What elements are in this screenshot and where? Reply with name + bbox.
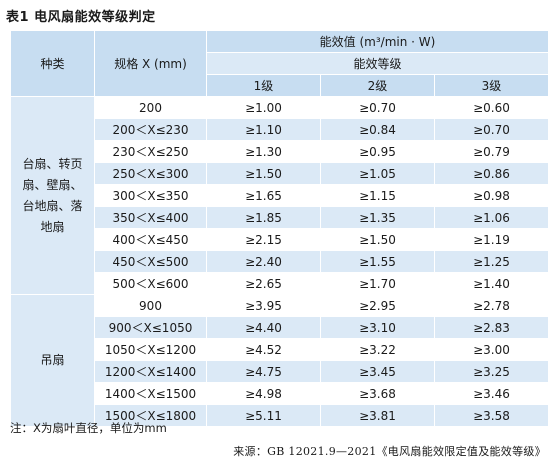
table-row: 1200＜X≤1400 ≥4.75 ≥3.45 ≥3.25: [11, 360, 549, 383]
grade-cell-1: ≥1.10: [206, 118, 321, 141]
table-row: 1500＜X≤1800 ≥5.11 ≥3.81 ≥3.58: [11, 404, 549, 427]
spec-cell: 1500＜X≤1800: [94, 404, 207, 427]
grade-cell-2: ≥1.70: [320, 272, 435, 295]
grade-cell-3: ≥1.19: [434, 228, 549, 251]
table-title: 表1 电风扇能效等级判定: [6, 10, 156, 25]
table-row: 200＜X≤230 ≥1.10 ≥0.84 ≥0.70: [11, 118, 549, 141]
table-note: 注：X为扇叶直径，单位为mm: [10, 421, 167, 435]
grade-cell-2: ≥3.10: [320, 316, 435, 339]
grade-cell-2: ≥0.95: [320, 140, 435, 163]
grade-cell-1: ≥4.52: [206, 338, 321, 361]
grade-cell-1: ≥1.85: [206, 206, 321, 229]
grade-cell-1: ≥1.30: [206, 140, 321, 163]
header-grade-1: 1级: [206, 74, 321, 97]
spec-cell: 350＜X≤400: [94, 206, 207, 229]
category-cell: 吊扇: [10, 294, 95, 427]
header-grade-group: 能效等级: [206, 52, 549, 75]
grade-cell-1: ≥4.40: [206, 316, 321, 339]
grade-cell-2: ≥3.68: [320, 382, 435, 405]
spec-cell: 1400＜X≤1500: [94, 382, 207, 405]
table-row: 250＜X≤300 ≥1.50 ≥1.05 ≥0.86: [11, 162, 549, 185]
grade-cell-3: ≥0.70: [434, 118, 549, 141]
grade-cell-2: ≥3.81: [320, 404, 435, 427]
grade-cell-2: ≥1.15: [320, 184, 435, 207]
spec-cell: 200＜X≤230: [94, 118, 207, 141]
spec-cell: 300＜X≤350: [94, 184, 207, 207]
header-grade-2: 2级: [320, 74, 435, 97]
spec-cell: 250＜X≤300: [94, 162, 207, 185]
header-efficiency: 能效值 (m³/min · W): [206, 30, 549, 53]
grade-cell-1: ≥5.11: [206, 404, 321, 427]
spec-cell: 900: [94, 294, 207, 317]
spec-cell: 450＜X≤500: [94, 250, 207, 273]
grade-cell-2: ≥1.50: [320, 228, 435, 251]
category-label: 台扇、转页扇、壁扇、台地扇、落地扇: [22, 156, 83, 234]
category-label: 吊扇: [40, 353, 65, 367]
grade-cell-1: ≥3.95: [206, 294, 321, 317]
grade-cell-3: ≥1.40: [434, 272, 549, 295]
grade-cell-2: ≥1.05: [320, 162, 435, 185]
grade-cell-1: ≥1.00: [206, 96, 321, 119]
grade-cell-1: ≥4.98: [206, 382, 321, 405]
efficiency-table: 种类 规格 X (mm) 能效值 (m³/min · W) 能效等级 1级 2级…: [10, 30, 549, 427]
spec-cell: 200: [94, 96, 207, 119]
table-row: 350＜X≤400 ≥1.85 ≥1.35 ≥1.06: [11, 206, 549, 229]
grade-cell-2: ≥3.45: [320, 360, 435, 383]
grade-cell-3: ≥0.79: [434, 140, 549, 163]
grade-cell-3: ≥3.46: [434, 382, 549, 405]
table-row: 1050＜X≤1200 ≥4.52 ≥3.22 ≥3.00: [11, 338, 549, 361]
grade-cell-1: ≥1.50: [206, 162, 321, 185]
spec-cell: 400＜X≤450: [94, 228, 207, 251]
grade-cell-1: ≥2.40: [206, 250, 321, 273]
header-spec: 规格 X (mm): [94, 30, 207, 97]
grade-cell-3: ≥3.25: [434, 360, 549, 383]
grade-cell-2: ≥3.22: [320, 338, 435, 361]
spec-cell: 1050＜X≤1200: [94, 338, 207, 361]
grade-cell-3: ≥0.60: [434, 96, 549, 119]
table-row: 300＜X≤350 ≥1.65 ≥1.15 ≥0.98: [11, 184, 549, 207]
table-row: 400＜X≤450 ≥2.15 ≥1.50 ≥1.19: [11, 228, 549, 251]
grade-cell-2: ≥2.95: [320, 294, 435, 317]
table-source: 来源：GB 12021.9—2021《电风扇能效限定值及能效等级》: [233, 445, 546, 458]
grade-cell-3: ≥1.25: [434, 250, 549, 273]
grade-cell-2: ≥0.84: [320, 118, 435, 141]
grade-cell-3: ≥2.83: [434, 316, 549, 339]
table-row: 450＜X≤500 ≥2.40 ≥1.55 ≥1.25: [11, 250, 549, 273]
grade-cell-1: ≥2.15: [206, 228, 321, 251]
grade-cell-3: ≥3.58: [434, 404, 549, 427]
grade-cell-3: ≥3.00: [434, 338, 549, 361]
spec-cell: 500＜X≤600: [94, 272, 207, 295]
grade-cell-3: ≥0.98: [434, 184, 549, 207]
spec-cell: 1200＜X≤1400: [94, 360, 207, 383]
header-kind: 种类: [10, 30, 95, 97]
table-row: 吊扇 900 ≥3.95 ≥2.95 ≥2.78: [10, 294, 549, 427]
table-row: 500＜X≤600 ≥2.65 ≥1.70 ≥1.40: [11, 272, 549, 295]
grade-cell-3: ≥1.06: [434, 206, 549, 229]
table-body: 台扇、转页扇、壁扇、台地扇、落地扇 200 ≥1.00 ≥0.70 ≥0.60 200＜X…: [10, 96, 549, 427]
grade-cell-2: ≥1.55: [320, 250, 435, 273]
grade-cell-2: ≥0.70: [320, 96, 435, 119]
grade-cell-1: ≥1.65: [206, 184, 321, 207]
table-row: 台扇、转页扇、壁扇、台地扇、落地扇 200 ≥1.00 ≥0.70 ≥0.60: [10, 96, 549, 295]
table-row: 900＜X≤1050 ≥4.40 ≥3.10 ≥2.83: [11, 316, 549, 339]
grade-cell-1: ≥2.65: [206, 272, 321, 295]
header-grade-3: 3级: [434, 74, 549, 97]
spec-cell: 900＜X≤1050: [94, 316, 207, 339]
spec-cell: 230＜X≤250: [94, 140, 207, 163]
grade-cell-3: ≥0.86: [434, 162, 549, 185]
grade-cell-3: ≥2.78: [434, 294, 549, 317]
category-cell: 台扇、转页扇、壁扇、台地扇、落地扇: [10, 96, 95, 295]
grade-cell-1: ≥4.75: [206, 360, 321, 383]
grade-cell-2: ≥1.35: [320, 206, 435, 229]
